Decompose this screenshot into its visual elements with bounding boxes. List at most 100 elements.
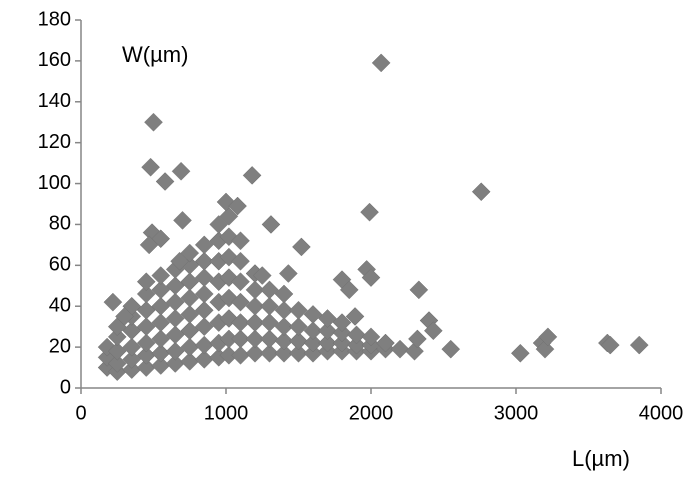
point (165, 341, 185, 361)
point (136, 284, 156, 304)
point (231, 313, 250, 332)
point (115, 307, 134, 326)
point (228, 196, 247, 216)
point (136, 317, 156, 337)
point (245, 296, 265, 316)
y-tick-label: 140 (38, 90, 71, 112)
point (231, 272, 250, 292)
y-tick-label: 180 (38, 8, 71, 30)
point (345, 307, 365, 326)
point (535, 339, 555, 359)
x-tick-label: 0 (75, 402, 86, 424)
point (242, 166, 262, 185)
point (231, 345, 250, 365)
y-tick-label: 80 (49, 213, 71, 235)
point (245, 280, 265, 300)
x-tick-label: 1000 (204, 402, 249, 424)
point (180, 288, 200, 308)
point (252, 266, 272, 285)
point (144, 112, 163, 132)
point (194, 268, 214, 287)
y-tick-label: 40 (49, 295, 71, 317)
point (165, 354, 185, 373)
point (245, 343, 265, 363)
point (408, 329, 427, 349)
y-tick-label: 160 (38, 49, 71, 71)
point (510, 343, 530, 363)
point (165, 292, 185, 312)
point (274, 300, 294, 320)
point (180, 321, 200, 341)
point (180, 337, 200, 357)
y-axis-label: W(µm) (122, 42, 188, 67)
point (194, 251, 214, 271)
point (231, 231, 250, 251)
point (260, 313, 279, 332)
point (303, 343, 323, 363)
point (219, 206, 239, 226)
point (151, 343, 171, 363)
point (278, 264, 298, 283)
point (332, 313, 352, 332)
point (155, 172, 175, 191)
point (136, 345, 156, 365)
point (318, 321, 337, 341)
point (423, 321, 443, 341)
point (194, 317, 214, 337)
point (136, 333, 156, 353)
point (245, 313, 265, 332)
point (122, 337, 142, 357)
point (289, 331, 308, 351)
point (361, 268, 381, 287)
point (303, 321, 323, 341)
point (390, 339, 410, 359)
point (409, 280, 429, 300)
point (107, 327, 127, 347)
point (194, 350, 214, 369)
point (292, 237, 311, 257)
point (151, 313, 171, 332)
point (180, 305, 200, 324)
point (180, 352, 200, 371)
point (361, 327, 381, 347)
point (136, 272, 156, 292)
point (141, 157, 160, 177)
point (165, 309, 185, 328)
point (303, 305, 323, 324)
point (194, 235, 214, 255)
point (260, 296, 279, 316)
point (289, 343, 308, 363)
point (231, 292, 250, 312)
y-tick-label: 120 (38, 131, 71, 153)
point (231, 251, 250, 271)
point (318, 309, 337, 328)
point (261, 215, 281, 234)
point (151, 266, 171, 285)
point (194, 284, 214, 304)
x-tick-label: 3000 (494, 402, 539, 424)
point (274, 331, 294, 351)
point (347, 325, 366, 345)
point (170, 251, 189, 271)
point (405, 341, 424, 361)
point (136, 300, 156, 320)
point (274, 343, 294, 363)
point (274, 317, 294, 337)
point (289, 317, 308, 337)
point (318, 333, 337, 353)
point (339, 280, 359, 300)
point (151, 329, 171, 349)
point (260, 343, 279, 363)
point (180, 243, 200, 263)
point (289, 300, 308, 320)
point (538, 327, 558, 347)
point (122, 321, 142, 341)
point (260, 329, 279, 349)
point (231, 329, 250, 349)
point (122, 360, 142, 379)
point (107, 341, 127, 361)
point (165, 276, 185, 296)
point (245, 329, 265, 349)
point (122, 350, 142, 369)
